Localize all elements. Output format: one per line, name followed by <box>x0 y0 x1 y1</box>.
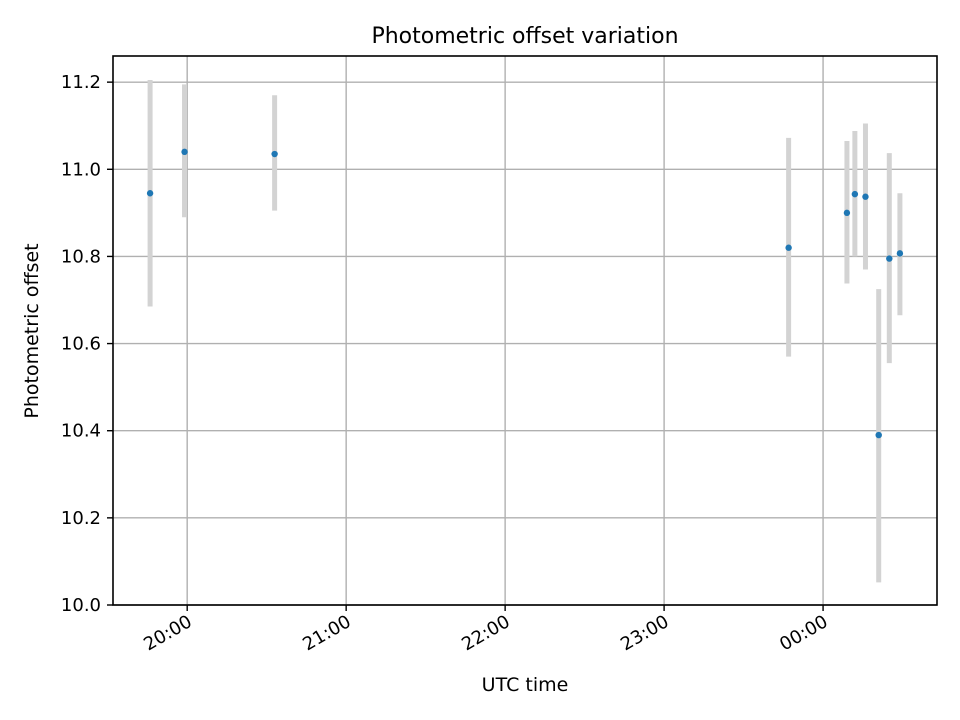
data-points <box>146 148 904 439</box>
data-point <box>181 148 188 156</box>
x-tick-label: 00:00 <box>776 611 831 655</box>
y-tick-label: 10.2 <box>61 508 101 529</box>
data-point <box>271 150 278 158</box>
chart-title: Photometric offset variation <box>371 24 678 49</box>
grid <box>113 56 937 606</box>
data-point <box>146 190 154 197</box>
error-bars <box>147 79 903 583</box>
x-axis-label: UTC time <box>482 674 569 696</box>
y-tick-label: 11.0 <box>61 159 101 180</box>
x-tick-label: 20:00 <box>140 611 195 655</box>
data-point <box>862 193 869 200</box>
y-tick-label: 10.6 <box>61 334 101 355</box>
y-axis-ticks: 10.0 10.2 10.4 10.6 10.8 11.0 11.2 <box>61 72 113 616</box>
y-tick-label: 10.4 <box>61 421 101 442</box>
data-point <box>851 190 859 198</box>
plot-frame <box>112 55 938 606</box>
data-point <box>843 209 851 217</box>
x-tick-label: 21:00 <box>299 611 354 655</box>
y-tick-label: 11.2 <box>61 72 101 93</box>
data-point <box>785 244 792 251</box>
data-point <box>896 250 904 257</box>
y-tick-label: 10.0 <box>61 595 101 616</box>
y-axis-label: Photometric offset <box>21 243 43 418</box>
y-tick-label: 10.8 <box>61 246 101 267</box>
x-tick-label: 22:00 <box>458 611 513 655</box>
data-point <box>875 431 882 439</box>
x-axis-ticks: 20:00 21:00 22:00 23:00 00:00 <box>140 605 832 655</box>
data-point <box>886 255 893 262</box>
x-tick-label: 23:00 <box>617 611 672 655</box>
